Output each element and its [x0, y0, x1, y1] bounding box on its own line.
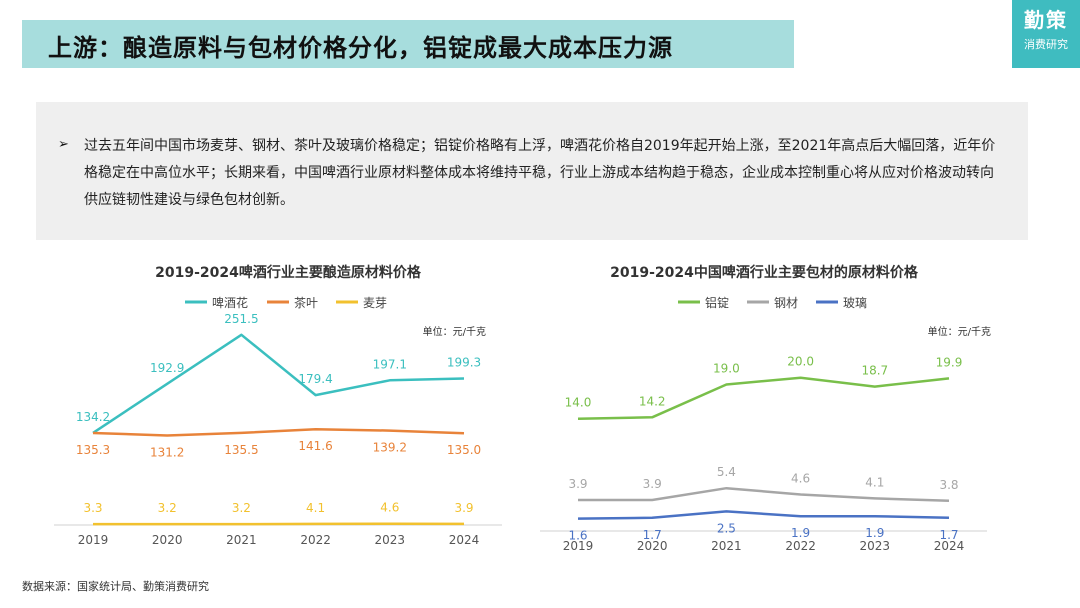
data-label: 3.9 [568, 477, 587, 491]
arrow-bullet-icon: ➢ [58, 137, 69, 152]
data-label: 4.6 [380, 501, 399, 515]
logo-subtitle: 消费研究 [1024, 38, 1068, 51]
data-label: 1.7 [939, 528, 958, 542]
x-tick-label: 2019 [78, 533, 109, 547]
legend-label: 玻璃 [843, 296, 867, 310]
x-tick-label: 2022 [300, 533, 331, 547]
legend-label: 麦芽 [363, 296, 387, 310]
legend-label: 茶叶 [294, 295, 318, 310]
x-tick-label: 2021 [226, 533, 257, 547]
x-tick-label: 2020 [637, 539, 668, 553]
data-label: 19.9 [936, 355, 963, 369]
x-tick-label: 2024 [934, 539, 965, 553]
summary-box: ➢ 过去五年间中国市场麦芽、钢材、茶叶及玻璃价格稳定；铝锭价格略有上浮，啤酒花价… [36, 102, 1028, 240]
data-label: 3.2 [158, 501, 177, 515]
legend-label: 啤酒花 [212, 295, 248, 310]
data-label: 5.4 [717, 465, 736, 479]
data-label: 1.9 [865, 526, 884, 540]
data-label: 251.5 [224, 312, 258, 326]
summary-text: 过去五年间中国市场麦芽、钢材、茶叶及玻璃价格稳定；铝锭价格略有上浮，啤酒花价格自… [84, 138, 996, 208]
data-label: 135.5 [224, 443, 258, 457]
brewing-materials-chart: 2019-2024啤酒行业主要酿造原材料价格啤酒花 茶叶 麦芽单位：元/千克 2019… [40, 250, 510, 565]
x-tick-label: 2021 [711, 539, 742, 553]
x-tick-label: 2020 [152, 533, 183, 547]
data-label: 14.2 [639, 394, 666, 408]
data-label: 3.3 [83, 501, 102, 515]
data-label: 4.1 [865, 475, 884, 489]
data-label: 192.9 [150, 361, 184, 375]
title-bar: 上游：酿造原料与包材价格分化，铝锭成最大成本压力源 [22, 20, 794, 68]
data-label: 20.0 [787, 355, 814, 369]
data-label: 197.1 [373, 357, 407, 371]
data-label: 135.3 [76, 443, 110, 457]
data-label: 179.4 [298, 372, 332, 386]
data-label: 3.9 [454, 501, 473, 515]
series-line-0 [577, 376, 950, 420]
series-line-2 [577, 510, 950, 520]
data-label: 131.2 [150, 446, 184, 460]
logo-name: 勤策 [1024, 8, 1068, 32]
legend-label: 钢材 [774, 296, 798, 310]
chart-title: 2019-2024啤酒行业主要酿造原材料价格 [155, 264, 422, 281]
data-label: 1.9 [791, 526, 810, 540]
data-label: 1.6 [568, 529, 587, 543]
data-label: 3.2 [232, 501, 251, 515]
page-title: 上游：酿造原料与包材价格分化，铝锭成最大成本压力源 [48, 34, 673, 62]
series-line-0 [92, 333, 465, 434]
unit-label: 单位：元/千克 [928, 325, 991, 338]
x-tick-label: 2023 [860, 539, 891, 553]
data-source: 数据来源：国家统计局、勤策消费研究 [22, 580, 209, 593]
data-label: 135.0 [447, 443, 481, 457]
data-label: 2.5 [717, 521, 736, 535]
data-label: 4.1 [306, 501, 325, 515]
chart-title: 2019-2024中国啤酒行业主要包材的原材料价格 [610, 264, 919, 281]
data-label: 18.7 [861, 364, 888, 378]
series-line-1 [578, 486, 950, 503]
data-label: 134.2 [76, 410, 110, 424]
data-label: 139.2 [373, 441, 407, 455]
x-tick-label: 2024 [449, 533, 480, 547]
x-tick-label: 2022 [785, 539, 816, 553]
data-label: 3.8 [939, 478, 958, 492]
data-label: 3.9 [643, 477, 662, 491]
data-label: 4.6 [791, 472, 810, 486]
unit-label: 单位：元/千克 [423, 325, 486, 338]
data-label: 199.3 [447, 356, 481, 370]
legend-label: 铝锭 [705, 295, 729, 310]
x-tick-label: 2023 [375, 533, 406, 547]
packaging-materials-chart: 2019-2024中国啤酒行业主要包材的原材料价格铝锭 钢材 玻璃单位：元/千克 20… [530, 250, 1010, 565]
x-tick-label: 2019 [563, 539, 594, 553]
data-label: 141.6 [298, 439, 332, 453]
data-label: 1.7 [643, 528, 662, 542]
series-line-1 [92, 427, 465, 437]
data-label: 14.0 [565, 396, 592, 410]
brand-logo: 勤策 消费研究 [1012, 0, 1080, 68]
data-label: 19.0 [713, 362, 740, 376]
